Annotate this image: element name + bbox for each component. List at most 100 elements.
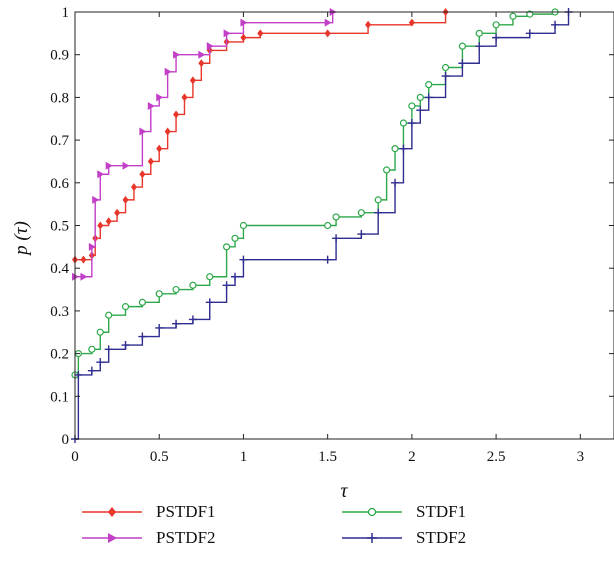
marker-pstdf1-6 <box>114 208 121 217</box>
marker-stdf2-2 <box>87 366 96 375</box>
y-tick-label-5: 0.5 <box>50 219 69 235</box>
marker-stdf2-14 <box>323 255 332 264</box>
marker-stdf1-20 <box>399 119 408 127</box>
marker-pstdf1-10 <box>147 157 154 166</box>
marker-stdf1-10 <box>206 273 214 281</box>
marker-stdf2-12 <box>231 272 240 281</box>
y-tick-label-7: 0.7 <box>50 133 69 149</box>
marker-pstdf1-15 <box>189 76 196 85</box>
marker-stdf2-7 <box>155 323 164 332</box>
marker-stdf2-1 <box>74 370 83 379</box>
marker-pstdf1-5 <box>105 217 112 226</box>
x-tick-label-2: 1 <box>240 449 248 465</box>
marker-pstdf2-4 <box>97 170 105 179</box>
marker-stdf2-17 <box>374 208 383 217</box>
y-axis-label: p (τ) <box>11 221 32 255</box>
y-tick-label-9: 0.9 <box>50 48 69 64</box>
marker-pstdf1-4 <box>97 221 104 230</box>
marker-pstdf1-12 <box>164 127 171 136</box>
marker-stdf2-22 <box>424 93 433 102</box>
y-tick-label-1: 0.1 <box>50 389 69 405</box>
marker-pstdf1-7 <box>122 195 129 204</box>
marker-pstdf2-16 <box>324 18 332 27</box>
marker-pstdf2-15 <box>240 18 248 27</box>
marker-stdf1-19 <box>391 145 399 153</box>
marker-stdf2-25 <box>475 42 484 51</box>
marker-stdf1-5 <box>121 303 130 311</box>
marker-stdf1-11 <box>222 243 231 251</box>
marker-pstdf1-11 <box>156 144 163 153</box>
marker-stdf2-20 <box>407 119 416 128</box>
marker-pstdf1-19 <box>240 33 247 42</box>
marker-stdf2-6 <box>138 332 147 341</box>
marker-stdf2-3 <box>96 358 105 367</box>
marker-stdf2-4 <box>104 345 113 354</box>
marker-pstdf1-22 <box>365 20 372 29</box>
marker-stdf2-23 <box>441 72 450 81</box>
marker-pstdf2-9 <box>156 93 164 102</box>
marker-stdf1-21 <box>408 102 416 110</box>
plot-frame <box>74 11 614 440</box>
marker-pstdf2-12 <box>198 50 206 59</box>
marker-stdf2-27 <box>525 29 534 38</box>
marker-stdf2-26 <box>492 33 501 42</box>
x-tick-label-3: 1.5 <box>318 449 337 465</box>
x-tick-label-0: 0 <box>71 449 79 465</box>
marker-pstdf2-3 <box>92 195 100 204</box>
series-pstdf1 <box>72 8 449 264</box>
marker-stdf2-18 <box>391 178 400 187</box>
marker-stdf1-17 <box>374 196 382 204</box>
marker-stdf2-16 <box>357 230 366 239</box>
marker-stdf1-28 <box>509 12 517 20</box>
marker-pstdf1-23 <box>408 18 415 27</box>
marker-pstdf2-14 <box>223 29 231 38</box>
marker-pstdf2-8 <box>147 101 155 110</box>
marker-stdf1-3 <box>96 328 104 336</box>
marker-pstdf2-6 <box>122 161 130 170</box>
marker-stdf1-4 <box>105 311 113 319</box>
marker-pstdf2-2 <box>88 242 96 251</box>
y-tick-label-6: 0.6 <box>50 176 69 192</box>
series-line-stdf1 <box>75 12 556 376</box>
marker-pstdf1-13 <box>173 110 180 119</box>
marker-stdf2-9 <box>188 315 197 324</box>
marker-pstdf1-1 <box>80 255 87 264</box>
marker-stdf2-13 <box>239 255 248 264</box>
marker-pstdf1-9 <box>139 170 146 179</box>
marker-stdf1-14 <box>324 221 332 230</box>
marker-stdf2-28 <box>551 20 560 29</box>
marker-stdf1-29 <box>526 10 534 18</box>
marker-stdf2-11 <box>222 281 231 290</box>
y-tick-label-4: 0.4 <box>50 261 69 277</box>
marker-stdf1-7 <box>155 290 163 298</box>
marker-stdf1-26 <box>475 29 483 37</box>
marker-stdf1-18 <box>383 166 391 174</box>
marker-stdf1-22 <box>416 93 424 102</box>
marker-stdf2-21 <box>416 106 425 115</box>
marker-pstdf1-20 <box>257 29 264 38</box>
x-tick-label-6: 3 <box>577 449 585 465</box>
y-tick-label-3: 0.3 <box>50 304 69 320</box>
marker-stdf1-16 <box>357 209 365 217</box>
marker-stdf2-5 <box>121 341 130 350</box>
marker-stdf1-9 <box>189 281 197 289</box>
marker-pstdf1-14 <box>181 93 188 102</box>
marker-stdf1-2 <box>88 345 96 353</box>
marker-stdf2-19 <box>399 144 408 153</box>
marker-stdf1-8 <box>172 285 180 294</box>
y-tick-label-0: 0 <box>62 432 70 448</box>
marker-stdf1-24 <box>441 63 450 72</box>
series-line-pstdf1 <box>75 12 447 261</box>
y-tick-label-2: 0.2 <box>50 347 69 363</box>
marker-pstdf1-8 <box>130 183 137 192</box>
series-stdf1 <box>71 8 559 379</box>
marker-pstdf1-16 <box>198 59 205 68</box>
marker-stdf1-27 <box>492 21 500 29</box>
marker-pstdf2-11 <box>173 50 181 59</box>
marker-stdf1-15 <box>332 213 340 221</box>
marker-pstdf1-21 <box>324 29 331 38</box>
marker-pstdf2-5 <box>105 161 113 170</box>
series-stdf2 <box>71 8 573 443</box>
x-tick-label-5: 2.5 <box>487 449 506 465</box>
